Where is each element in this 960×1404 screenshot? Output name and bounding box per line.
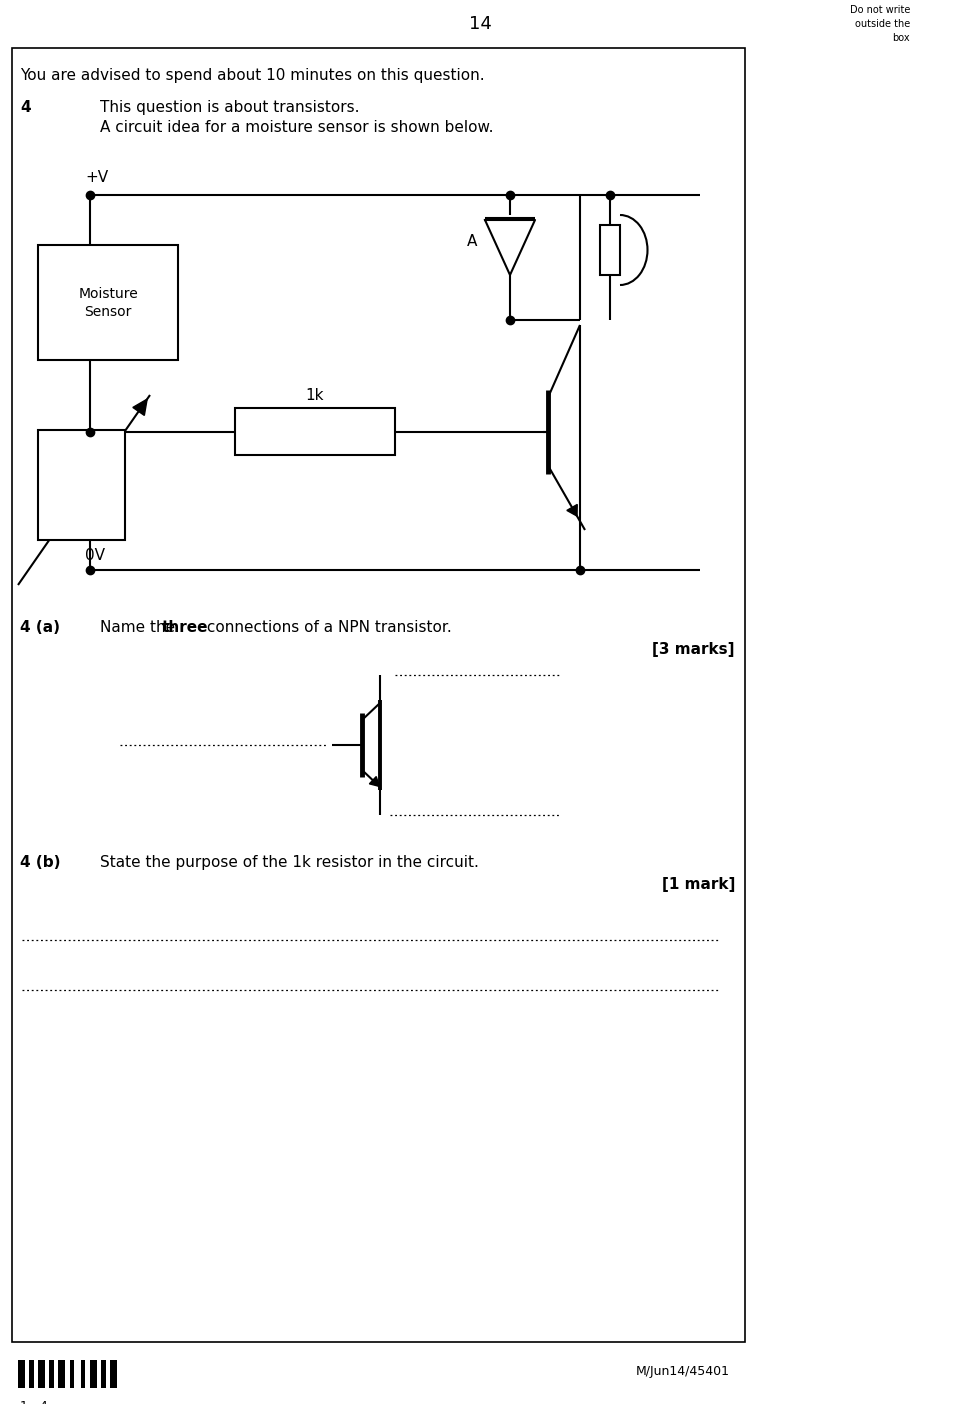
Text: A: A (467, 234, 477, 250)
Text: Moisture: Moisture (78, 288, 138, 302)
Bar (38, 246, 178, 359)
Bar (12, 48, 745, 1342)
Text: 4 (a): 4 (a) (20, 621, 60, 635)
Text: connections of a NPN transistor.: connections of a NPN transistor. (202, 621, 452, 635)
Bar (81, 1360, 84, 1389)
Bar (37, 1360, 45, 1389)
Text: 4: 4 (20, 100, 31, 115)
Bar (600, 225, 620, 275)
Bar (49, 1360, 54, 1389)
Text: Name the: Name the (100, 621, 180, 635)
Bar (38, 430, 125, 541)
Bar (90, 1360, 97, 1389)
Bar (109, 1360, 117, 1389)
Text: M/Jun14/45401: M/Jun14/45401 (636, 1365, 730, 1377)
Bar (58, 1360, 65, 1389)
Text: 4 (b): 4 (b) (20, 855, 60, 870)
Text: [3 marks]: [3 marks] (653, 642, 735, 657)
Text: 14: 14 (468, 15, 492, 34)
Bar (70, 1360, 74, 1389)
Text: Do not write
outside the
box: Do not write outside the box (850, 6, 910, 44)
Polygon shape (132, 399, 147, 416)
Text: 0V: 0V (85, 548, 105, 563)
Bar (235, 409, 395, 455)
Text: three: three (162, 621, 208, 635)
Text: 1k: 1k (305, 388, 324, 403)
Text: 1   4: 1 4 (20, 1400, 48, 1404)
Polygon shape (370, 776, 379, 786)
Text: A circuit idea for a moisture sensor is shown below.: A circuit idea for a moisture sensor is … (100, 119, 493, 135)
Text: Sensor: Sensor (84, 306, 132, 320)
Bar (29, 1360, 35, 1389)
Bar (101, 1360, 107, 1389)
Bar (18, 1360, 25, 1389)
Text: State the purpose of the 1k resistor in the circuit.: State the purpose of the 1k resistor in … (100, 855, 479, 870)
Text: [1 mark]: [1 mark] (661, 878, 735, 892)
Text: This question is about transistors.: This question is about transistors. (100, 100, 359, 115)
Text: +V: +V (85, 170, 108, 185)
Polygon shape (566, 504, 577, 517)
Text: You are advised to spend about 10 minutes on this question.: You are advised to spend about 10 minute… (20, 67, 485, 83)
